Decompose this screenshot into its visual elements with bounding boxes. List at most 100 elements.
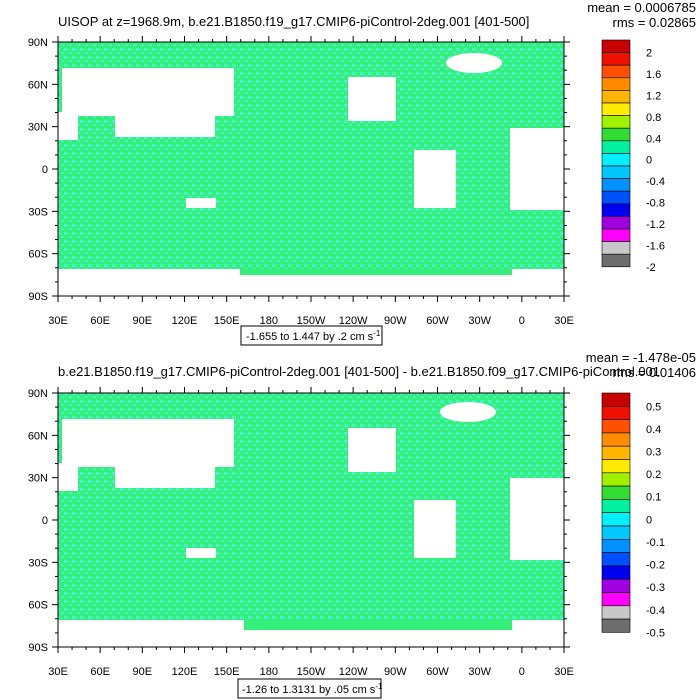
colorbar-swatch [601,190,631,205]
x-tick-label: 30E [48,315,68,327]
panel-2-west-coast [58,463,78,491]
panel-1-rms: rms = 0.02865 [613,15,696,30]
x-tick-label: 30W [468,666,491,678]
colorbar-label: 1.6 [646,69,661,81]
colorbar-label: -0.4 [646,176,665,188]
colorbar-swatch [601,525,631,540]
x-tick-label: 30E [554,315,574,327]
y-tick-label: 0 [42,515,48,527]
x-tick-label: 30E [554,666,574,678]
colorbar-swatch [601,165,631,179]
panel-1-greenland [348,77,396,121]
panel-2-info-exp: -1 [375,682,383,691]
panel-1-x-axis: 30E 60E 90E 120E 150E 180 150W 120W 90W 60W 30W 0 30… [48,36,574,327]
colorbar-label: 0.8 [646,112,661,124]
x-tick-label: 120W [339,666,368,678]
colorbar-swatch [601,499,631,513]
colorbar-swatch [601,228,631,242]
y-tick-label: 30S [28,206,48,218]
x-tick-label: 180 [260,666,278,678]
panel-1-info-box [240,325,383,346]
y-tick-label: 90S [28,291,48,303]
colorbar-swatch [601,102,631,116]
panel-1-west-coast [58,112,78,140]
colorbar-swatch [601,140,631,154]
colorbar-label: 0.4 [646,424,661,436]
panel-1-info-main: -1.655 to 1.447 by .2 cm s [246,331,374,343]
colorbar-label: -1.6 [646,240,665,252]
colorbar-label: 0.4 [646,133,661,145]
panel-2: b.e21.B1850.f19_g17.CMIP6-piControl-2deg… [28,350,696,699]
y-tick-label: 30N [28,473,48,485]
colorbar-swatch [601,216,631,230]
panel-1-east-asia [510,128,564,210]
panel-1-australia-isl [186,198,216,208]
panel-1-map [57,41,565,297]
colorbar-swatch [601,538,631,553]
x-tick-label: 0 [519,666,525,678]
x-tick-label: 60W [426,666,449,678]
panel-2-title: b.e21.B1850.f19_g17.CMIP6-piControl-2deg… [58,364,660,379]
colorbar-swatch [601,578,631,593]
panel-2-x-axis: 30E 60E 90E 120E 150E 180 150W 120W 90W 60W 30W 0 30… [48,387,574,678]
colorbar-label: -1.2 [646,219,665,231]
y-tick-label: 30N [28,122,48,134]
colorbar-label: -0.4 [646,605,665,617]
colorbar-swatch [601,90,631,104]
panel-1-colorbar: 2 1.6 1.2 0.8 0.4 0 -0.4 -0.8 -1.2 -1.6 -2 [601,39,665,274]
colorbar-label: -0.5 [646,627,665,639]
x-tick-label: 120E [172,315,198,327]
y-tick-label: 90N [28,388,48,400]
colorbar-swatch [601,552,631,567]
panel-2-colorbar: 0.5 0.4 0.3 0.2 0.1 0 -0.1 -0.2 -0.3 -0.4 -0.5 [601,392,665,639]
panel-2-eurasia-ice [440,402,496,422]
x-tick-label: 120E [172,666,198,678]
panel-2-info-text: -1.26 to 1.3131 by .05 cm s-1 [242,682,383,696]
colorbar-label: -2 [646,262,656,274]
x-tick-label: 150E [214,315,240,327]
x-tick-label: 60E [90,315,110,327]
colorbar-label: 2 [646,48,652,60]
y-tick-label: 90N [28,37,48,49]
x-tick-label: 60E [90,666,110,678]
colorbar-label: 0 [646,514,652,526]
x-tick-label: 90W [384,666,407,678]
panel-2-info-box [237,678,382,699]
colorbar-swatch [601,178,631,192]
x-tick-label: 90W [384,315,407,327]
x-tick-label: 30W [468,315,491,327]
panel-2-north-america-2 [115,446,215,488]
panel-2-map [57,392,565,648]
colorbar-label: 0.5 [646,401,661,413]
colorbar-swatch [601,459,631,474]
colorbar-swatch [601,203,631,217]
colorbar-swatch [601,241,631,255]
colorbar-swatch [601,432,631,447]
x-tick-label: 30E [48,666,68,678]
x-tick-label: 150W [297,315,326,327]
colorbar-swatch [601,392,631,407]
colorbar-swatch [601,445,631,460]
x-tick-label: 120W [339,315,368,327]
panel-2-mean: mean = -1.478e-05 [586,350,696,365]
panel-1-north-america-2 [115,95,215,137]
x-tick-label: 90E [133,315,153,327]
colorbar-label: 1.2 [646,90,661,102]
colorbar-swatch [601,405,631,420]
colorbar-label: 0 [646,155,652,167]
panel-2-rms: rms = 0.01406 [613,365,696,380]
x-tick-label: 180 [260,315,278,327]
panel-1-info-text: -1.655 to 1.447 by .2 cm s-1 [246,329,381,343]
colorbar-swatch [601,52,631,66]
x-tick-label: 0 [519,315,525,327]
panel-1-info-exp: -1 [373,329,381,338]
panel-1-africa [414,150,456,208]
colorbar-swatch [601,153,631,167]
y-tick-label: 60N [28,430,48,442]
panel-2-y-axis: 90N 60N 30N 0 30S 60S 90S [28,388,570,654]
colorbar-swatch [601,253,631,268]
y-tick-label: 60N [28,79,48,91]
panel-2-southern-ocean-strip [244,620,512,630]
colorbar-swatch [601,565,631,580]
